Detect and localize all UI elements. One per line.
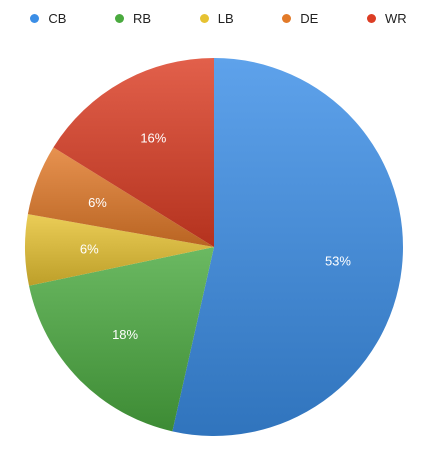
pie-slice-wr bbox=[53, 58, 215, 247]
pie-slice-lb bbox=[24, 214, 214, 286]
legend-swatch bbox=[115, 13, 125, 23]
legend-swatch bbox=[366, 13, 376, 23]
data-label-wr: 16% bbox=[140, 130, 166, 145]
legend-item-wr: WR bbox=[366, 10, 407, 26]
pie-slices bbox=[24, 58, 404, 436]
legend-item-cb: CB bbox=[30, 11, 66, 26]
legend-swatch bbox=[30, 13, 40, 23]
legend-item-de: DE bbox=[282, 11, 318, 26]
legend-label: DE bbox=[300, 10, 319, 26]
legend-label: CB bbox=[48, 10, 67, 26]
legend: CB RB LB DE WR bbox=[0, 8, 437, 28]
data-label-rb: 18% bbox=[112, 327, 138, 342]
legend-item-rb: RB bbox=[115, 11, 151, 26]
legend-swatch bbox=[199, 13, 209, 23]
data-label-lb: 6% bbox=[80, 241, 99, 256]
pie-labels: 53% 18% 6% 6% 16% bbox=[80, 130, 352, 342]
legend-label: LB bbox=[217, 10, 234, 26]
pie-slice-de bbox=[27, 147, 214, 247]
pie-slice-rb bbox=[29, 247, 215, 432]
legend-item-lb: LB bbox=[199, 10, 234, 26]
legend-label: WR bbox=[384, 10, 407, 26]
pie-slice-cb bbox=[172, 58, 404, 436]
data-label-cb: 53% bbox=[325, 253, 351, 268]
legend-swatch bbox=[282, 13, 292, 23]
legend-label: RB bbox=[133, 10, 152, 26]
data-label-de: 6% bbox=[88, 195, 107, 210]
